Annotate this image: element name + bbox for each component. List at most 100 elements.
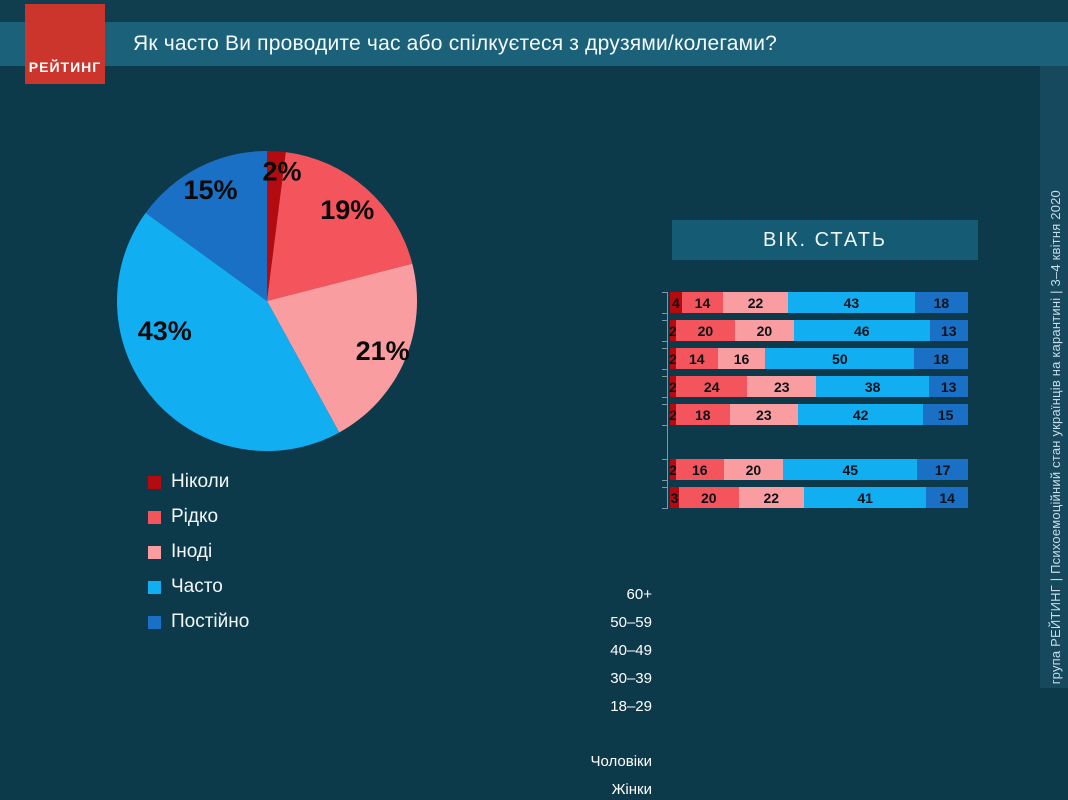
bar-value: 45 — [842, 461, 859, 478]
bar-segment: 24 — [675, 376, 748, 397]
bar-axis-tick — [662, 376, 667, 377]
bar-row-label: 30–39 — [610, 670, 652, 687]
bar-axis-tick — [662, 459, 667, 460]
bar-row-label: 18–29 — [610, 698, 652, 715]
bar-segment: 45 — [783, 459, 918, 480]
legend-item: Ніколи — [148, 471, 249, 492]
bar-value: 13 — [940, 378, 957, 395]
bar-row-label: 40–49 — [610, 642, 652, 659]
bar-segment: 4 — [670, 292, 682, 313]
legend-label: Постійно — [171, 611, 250, 632]
bar-segment: 23 — [729, 404, 799, 425]
bar-segment: 18 — [914, 348, 968, 369]
bar-value: 2 — [669, 378, 677, 395]
bar-segment: 20 — [675, 320, 735, 341]
pie-svg: 2% 19% 21% 43% 15% — [116, 151, 418, 452]
bar-row: 4 14 22 43 18 — [670, 292, 968, 313]
bar-value: 50 — [832, 350, 848, 367]
bar-segment: 20 — [734, 320, 794, 341]
pie-value-label: 2% — [262, 156, 301, 186]
title-band — [0, 22, 1068, 66]
bar-value: 14 — [694, 294, 711, 311]
bar-segment: 43 — [788, 292, 915, 313]
page-title: Як часто Ви проводите час або спілкуєтес… — [133, 32, 778, 55]
legend-swatch — [148, 615, 161, 629]
bar-value: 18 — [694, 406, 711, 423]
bar-segment: 14 — [926, 487, 968, 508]
legend-swatch — [148, 475, 161, 489]
bar-value: 20 — [697, 322, 714, 339]
bar-segment: 13 — [929, 376, 968, 397]
bar-segment: 16 — [675, 459, 724, 480]
bar-segment: 22 — [723, 292, 788, 313]
bar-segment: 13 — [929, 320, 968, 341]
bar-row: 2 24 23 38 13 — [669, 376, 968, 397]
bar-value: 4 — [672, 294, 680, 311]
bar-axis-tick — [662, 397, 667, 398]
rating-logo-text: РЕЙТИНГ — [28, 59, 102, 75]
bar-axis-tick — [662, 348, 667, 349]
bar-axis-tick — [662, 341, 667, 342]
bar-value: 2 — [669, 406, 677, 423]
pie-slice-3 — [267, 263, 418, 433]
pie-chart: 2% 19% 21% 43% 15% — [116, 151, 418, 452]
bar-row: 2 16 20 45 17 — [669, 459, 968, 480]
bar-row: 2 18 23 42 15 — [669, 404, 968, 425]
bar-segment: 14 — [675, 348, 718, 369]
bar-segment: 50 — [765, 348, 915, 369]
bar-value: 20 — [700, 489, 717, 506]
bar-value: 24 — [703, 378, 720, 395]
bar-row: 2 20 20 46 13 — [669, 320, 968, 341]
pie-slice-5 — [145, 151, 267, 301]
bar-value: 42 — [852, 406, 869, 423]
bar-row-label: 50–59 — [610, 614, 652, 631]
bar-value: 38 — [864, 378, 881, 395]
rating-logo: РЕЙТИНГ — [25, 4, 105, 84]
legend-swatch — [148, 545, 161, 559]
bar-segment: 20 — [678, 487, 739, 508]
bar-axis-tick — [662, 508, 667, 509]
legend-swatch — [148, 580, 161, 594]
bar-value: 20 — [756, 322, 773, 339]
pie-value-label: 21% — [356, 336, 410, 366]
legend-label: Часто — [171, 576, 223, 597]
bar-value: 23 — [756, 406, 772, 423]
bar-value: 2 — [669, 350, 677, 367]
bar-value: 22 — [763, 489, 780, 506]
bar-value: 14 — [939, 489, 955, 506]
bar-axis-tick — [662, 369, 667, 370]
bar-value: 2 — [669, 461, 677, 478]
bar-value: 22 — [747, 294, 764, 311]
stacked-bar-chart: 4 14 22 43 18 2 20 20 46 13 2 14 16 50 18 2 24 23 38 13 2 18 2… — [669, 292, 968, 508]
bar-value: 16 — [692, 461, 708, 478]
bar-row-label: Жінки — [611, 781, 652, 798]
bar-segment: 2 — [669, 348, 677, 369]
bar-axis-tick — [662, 292, 667, 293]
bar-value: 17 — [934, 461, 951, 478]
bar-segment: 14 — [681, 292, 724, 313]
bar-axis-tick — [662, 480, 667, 481]
bar-segment: 17 — [917, 459, 968, 480]
pie-value-label: 15% — [183, 175, 237, 205]
bar-segment: 18 — [914, 292, 968, 313]
legend-item: Рідко — [148, 506, 249, 527]
bar-segment: 15 — [923, 404, 968, 425]
pie-slice-4 — [116, 212, 340, 452]
source-caption: група РЕЙТИНГ | Психоемоційний стан укра… — [1048, 189, 1063, 684]
bar-segment: 46 — [793, 320, 930, 341]
bar-segment: 42 — [798, 404, 924, 425]
legend-label: Ніколи — [171, 471, 230, 492]
bar-segment: 38 — [816, 376, 930, 397]
legend-swatch — [148, 510, 161, 524]
legend-item: Іноді — [148, 541, 249, 562]
bar-segment: 16 — [717, 348, 766, 369]
pie-legend: Ніколи Рідко Іноді Часто Постійно — [148, 471, 250, 647]
bar-value: 20 — [745, 461, 762, 478]
bar-segment: 2 — [669, 320, 677, 341]
legend-item: Часто — [148, 576, 249, 597]
bar-row-label: 60+ — [626, 586, 652, 603]
pie-slice-1 — [267, 151, 286, 301]
bar-segment: 22 — [738, 487, 805, 508]
bar-axis-tick — [662, 404, 667, 405]
bar-segment: 20 — [723, 459, 784, 480]
